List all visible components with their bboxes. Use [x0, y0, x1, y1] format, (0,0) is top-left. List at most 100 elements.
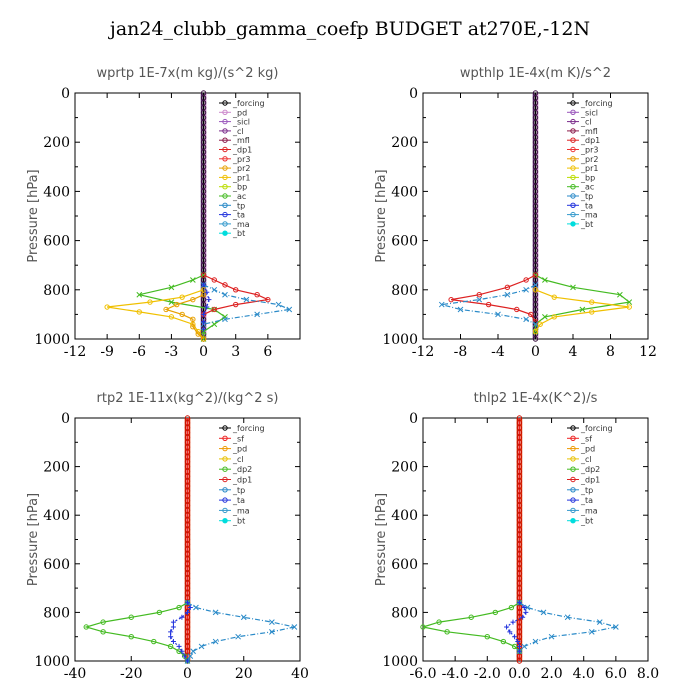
zero-series-marker: [532, 218, 539, 224]
legend-label: _dp1: [580, 476, 600, 485]
x-tick-label: -9: [100, 344, 114, 360]
legend-marker: [222, 128, 228, 134]
legend-marker: [222, 221, 228, 227]
legend-marker: [570, 487, 576, 493]
data-point: [492, 609, 499, 616]
data-point: [151, 638, 157, 645]
zero-series-marker: [532, 193, 539, 200]
zero-series-marker: [200, 144, 207, 150]
data-point: [589, 299, 595, 305]
y-axis-label: Pressure [hPa]: [374, 493, 389, 586]
legend-label: _pd: [232, 108, 247, 117]
zero-series-marker: [532, 173, 539, 180]
data-point: [596, 619, 603, 625]
zero-series-marker: [532, 169, 539, 175]
data-point: [156, 609, 163, 616]
data-point: [485, 301, 492, 308]
data-point: [83, 624, 89, 630]
zero-series-marker: [532, 203, 539, 209]
data-point: [187, 653, 194, 659]
zero-series-marker: [200, 237, 207, 244]
legend-label: _ta: [580, 201, 593, 210]
data-point: [243, 296, 250, 303]
legend-marker: [570, 146, 576, 153]
legend-marker: [222, 230, 228, 236]
legend-label: _bt: [232, 229, 245, 238]
zero-series-marker: [200, 183, 207, 190]
y-axis-label: Pressure [hPa]: [26, 493, 41, 586]
data-point: [240, 614, 247, 621]
series-line-dp1: [450, 274, 537, 323]
y-tick-label: 800: [43, 605, 70, 621]
legend-marker: [222, 137, 228, 143]
series-line-tp: [203, 284, 292, 325]
data-point: [185, 609, 190, 615]
x-tick-label: -4.0: [442, 666, 469, 682]
y-tick-label: 200: [43, 460, 70, 476]
data-point: [275, 301, 282, 308]
legend-label: _forcing: [580, 99, 613, 108]
legend-label: _pd: [232, 445, 247, 454]
zero-series-marker: [532, 336, 539, 342]
legend-label: _ta: [232, 211, 245, 220]
data-point: [200, 336, 207, 342]
y-tick-label: 200: [43, 135, 70, 151]
legend-label: _pr3: [580, 146, 598, 155]
legend-marker: [570, 466, 576, 472]
data-point: [476, 296, 483, 303]
x-tick-label: 4.0: [573, 666, 595, 682]
data-point: [170, 619, 176, 625]
zero-series-marker: [532, 119, 539, 126]
data-point: [168, 299, 175, 305]
legend-marker: [570, 100, 576, 106]
zero-series-marker: [532, 183, 539, 190]
data-point: [507, 629, 513, 635]
zero-series-marker: [532, 178, 539, 185]
zero-series-marker: [200, 114, 207, 121]
legend-marker: [570, 518, 576, 524]
data-point: [254, 292, 260, 298]
zero-series-marker: [532, 282, 539, 288]
legend-label: _ta: [232, 496, 245, 505]
data-point: [176, 643, 182, 649]
y-tick-label: 800: [43, 283, 70, 299]
data-point: [128, 634, 134, 640]
legend-label: _ta: [580, 496, 593, 505]
data-point: [136, 309, 142, 315]
legend-marker: [222, 425, 228, 431]
series-line-ac: [139, 274, 227, 339]
zero-series-marker: [532, 247, 539, 254]
legend-label: _dp2: [580, 465, 600, 474]
data-point: [468, 614, 474, 620]
data-point: [201, 311, 207, 317]
data-point: [420, 624, 426, 630]
panel-1: wprtp 1E-7x(m kg)/(s^2 kg) Pressure [hPa]…: [26, 66, 301, 360]
panel-title: rtp2 1E-11x(kg^2)/(kg^2 s): [97, 391, 279, 406]
legend-label: _pr1: [580, 164, 598, 173]
series-line-ac: [534, 274, 631, 332]
zero-series-marker: [200, 109, 207, 116]
y-tick-label: 0: [61, 411, 70, 427]
legend-marker: [570, 184, 576, 190]
data-point: [589, 309, 595, 315]
zero-series-marker: [532, 144, 539, 150]
data-point: [201, 282, 207, 288]
legend-marker: [570, 174, 576, 181]
data-point: [179, 294, 185, 300]
data-point: [193, 604, 199, 611]
legend-marker: [222, 518, 228, 524]
data-point: [444, 629, 450, 635]
data-point: [617, 291, 623, 298]
data-point: [182, 653, 188, 659]
legend-label: _bp: [580, 173, 595, 182]
data-point: [168, 284, 175, 291]
zero-series-marker: [532, 154, 539, 160]
data-point: [168, 314, 175, 320]
data-point: [500, 638, 507, 645]
legend-label: _sicl: [580, 108, 598, 117]
data-point: [254, 311, 260, 318]
x-tick-label: 6.0: [605, 666, 627, 682]
zero-series-marker: [200, 203, 207, 209]
data-point: [504, 624, 510, 630]
data-point: [235, 633, 241, 640]
